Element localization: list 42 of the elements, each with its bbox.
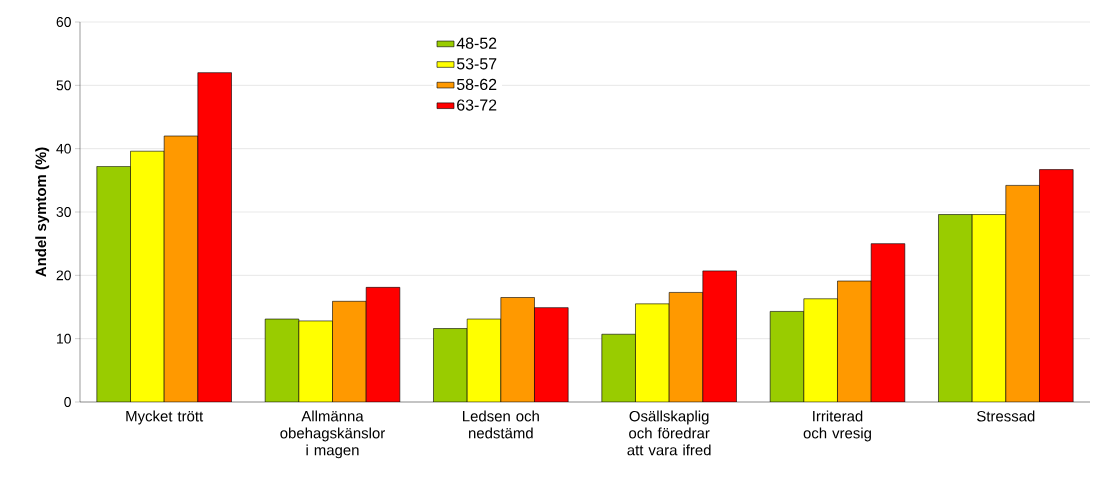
bar — [433, 328, 468, 402]
bar — [534, 307, 569, 402]
y-tick-label: 60 — [56, 17, 71, 27]
y-tick-label: 40 — [56, 143, 71, 154]
y-tick-label: 10 — [57, 333, 71, 344]
bar — [971, 214, 1007, 402]
bar — [702, 270, 737, 402]
x-tick-label: Stressad — [977, 410, 1035, 422]
bar — [467, 319, 501, 402]
x-tick-label: Allmänna obehagskänslor i magen — [280, 410, 385, 459]
bar — [635, 303, 670, 402]
x-tick-label: Mycket trött — [126, 410, 204, 425]
y-axis-title: Andel symtom (%) — [35, 147, 50, 277]
bar — [298, 320, 333, 402]
bar — [96, 166, 131, 402]
x-tick-label: Osällskaplig och föredrar att vara ifred — [627, 410, 711, 456]
bar — [500, 297, 535, 402]
x-tick-label: Irriterad och vresig — [803, 410, 871, 442]
y-tick-label: 0 — [64, 397, 71, 407]
y-tick-label: 30 — [56, 207, 71, 217]
bar — [803, 298, 838, 402]
bar — [130, 151, 165, 402]
y-tick-label: 20 — [56, 270, 71, 281]
bar — [366, 287, 400, 402]
bar — [197, 72, 232, 402]
bar — [770, 311, 804, 402]
bar — [265, 319, 299, 402]
legend-label: 63-72 — [457, 99, 497, 111]
bar — [669, 292, 703, 402]
bar — [938, 214, 973, 402]
bar — [1005, 185, 1040, 402]
legend-label: 53-57 — [456, 58, 497, 70]
y-tick-label: 50 — [56, 80, 71, 91]
bar — [601, 334, 636, 402]
x-tick-label: Ledsen och nedstämd — [463, 410, 539, 439]
bar — [837, 281, 872, 402]
bar — [332, 301, 367, 402]
bar — [164, 136, 198, 402]
bar — [1039, 169, 1074, 402]
legend-label: 58-62 — [456, 78, 497, 91]
legend-label: 48-52 — [456, 37, 497, 49]
bar — [871, 243, 905, 402]
